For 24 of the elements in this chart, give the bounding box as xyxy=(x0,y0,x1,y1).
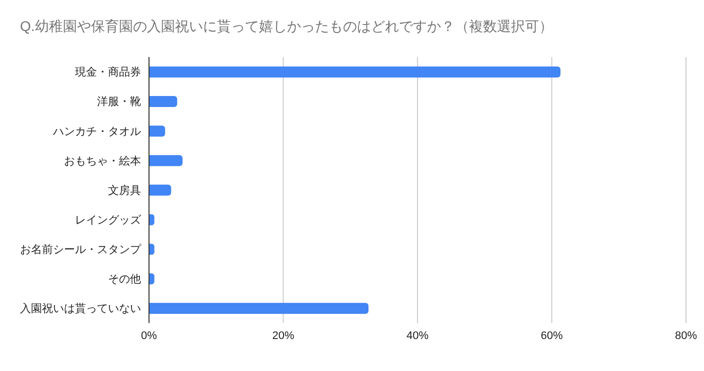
y-tick-label: おもちゃ・絵本 xyxy=(64,154,141,168)
bar xyxy=(149,273,154,284)
bar xyxy=(149,302,368,314)
x-tick-label: 0% xyxy=(141,330,158,342)
y-tick-label: 入園祝いは貰っていない xyxy=(20,302,141,316)
y-tick-label: 現金・商品券 xyxy=(75,66,141,79)
x-tick-label: 80% xyxy=(674,330,698,342)
chart-title: Q.幼稚園や保育園の入園祝いに貰って嬉しかったものはどれですか？（複数選択可） xyxy=(20,18,553,36)
bar xyxy=(149,184,172,196)
bar xyxy=(149,96,178,108)
bar xyxy=(149,126,166,137)
bar xyxy=(149,66,560,78)
y-tick-label: ハンカチ・タオル xyxy=(52,126,141,138)
bar xyxy=(149,155,183,166)
y-tick-label: その他 xyxy=(108,274,141,286)
x-tick-label: 40% xyxy=(406,330,429,342)
y-tick-label: 洋服・靴 xyxy=(97,96,141,108)
bar xyxy=(149,214,154,226)
x-tick-label: 60% xyxy=(540,330,563,342)
y-tick-label: レイングッズ xyxy=(75,214,142,226)
x-tick-label: 20% xyxy=(272,330,294,342)
y-tick-label: 文房具 xyxy=(108,184,141,197)
y-tick-label: お名前シール・スタンプ xyxy=(20,243,142,256)
bar xyxy=(149,244,154,255)
